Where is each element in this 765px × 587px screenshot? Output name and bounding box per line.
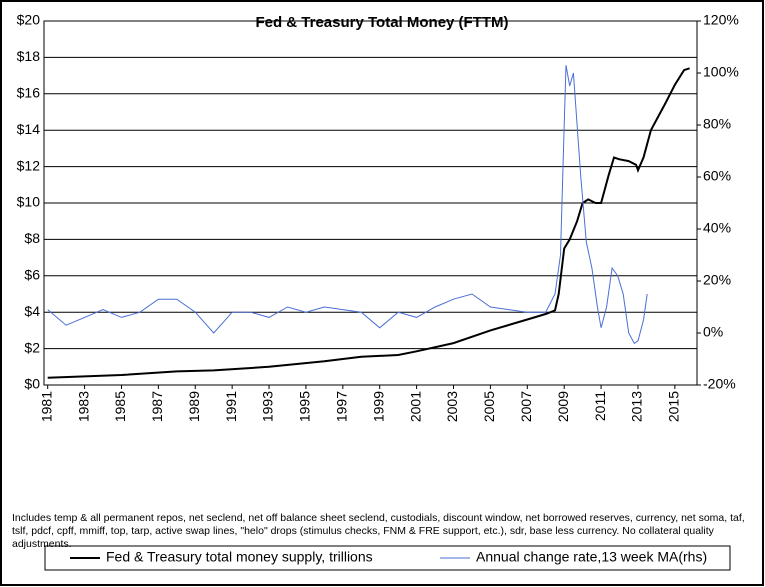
x-tick-label: 2015 (666, 391, 682, 422)
x-tick-label: 2005 (481, 391, 497, 422)
y-tick-label: $2 (24, 339, 40, 355)
y2-tick-label: 120% (703, 12, 739, 28)
y2-tick-label: 0% (703, 324, 723, 340)
series-line (47, 65, 648, 345)
y2-tick-label: -20% (703, 376, 736, 392)
x-tick-label: 2007 (518, 391, 534, 422)
y-tick-label: $6 (24, 267, 40, 283)
y-tick-label: $4 (24, 303, 40, 319)
y-tick-label: $16 (17, 85, 41, 101)
y2-tick-label: 60% (703, 168, 731, 184)
y2-tick-label: 20% (703, 272, 731, 288)
x-tick-label: 2009 (555, 391, 571, 422)
x-tick-label: 2013 (629, 391, 645, 422)
x-tick-label: 1989 (186, 391, 202, 422)
chart-title: Fed & Treasury Total Money (FTTM) (255, 14, 508, 31)
legend-label: Fed & Treasury total money supply, trill… (106, 549, 373, 565)
x-tick-label: 2011 (592, 391, 608, 421)
y2-tick-label: 80% (703, 116, 731, 132)
x-tick-label: 1981 (38, 391, 54, 422)
x-tick-label: 2001 (407, 391, 423, 422)
x-tick-label: 1991 (223, 391, 239, 422)
footnote: Includes temp & all permanent repos, net… (12, 512, 745, 550)
x-tick-label: 2003 (444, 391, 460, 422)
y-tick-label: $20 (17, 12, 41, 28)
x-tick-label: 1983 (75, 391, 91, 422)
y-tick-label: $18 (17, 48, 41, 64)
y2-tick-label: 40% (703, 220, 731, 236)
x-tick-label: 1993 (260, 391, 276, 422)
x-tick-label: 1985 (112, 391, 128, 422)
series-line (47, 67, 690, 379)
x-tick-label: 1987 (149, 391, 165, 422)
y-tick-label: $10 (17, 194, 41, 210)
x-tick-label: 1995 (297, 391, 313, 422)
x-tick-label: 1999 (370, 391, 386, 422)
legend-label: Annual change rate,13 week MA(rhs) (476, 549, 707, 565)
y-tick-label: $8 (24, 230, 40, 246)
x-tick-label: 1997 (334, 391, 350, 422)
legend (44, 545, 731, 571)
y2-tick-label: 100% (703, 64, 739, 80)
y-tick-label: $12 (17, 157, 41, 173)
y-tick-label: $0 (24, 376, 40, 392)
y-tick-label: $14 (17, 121, 41, 137)
